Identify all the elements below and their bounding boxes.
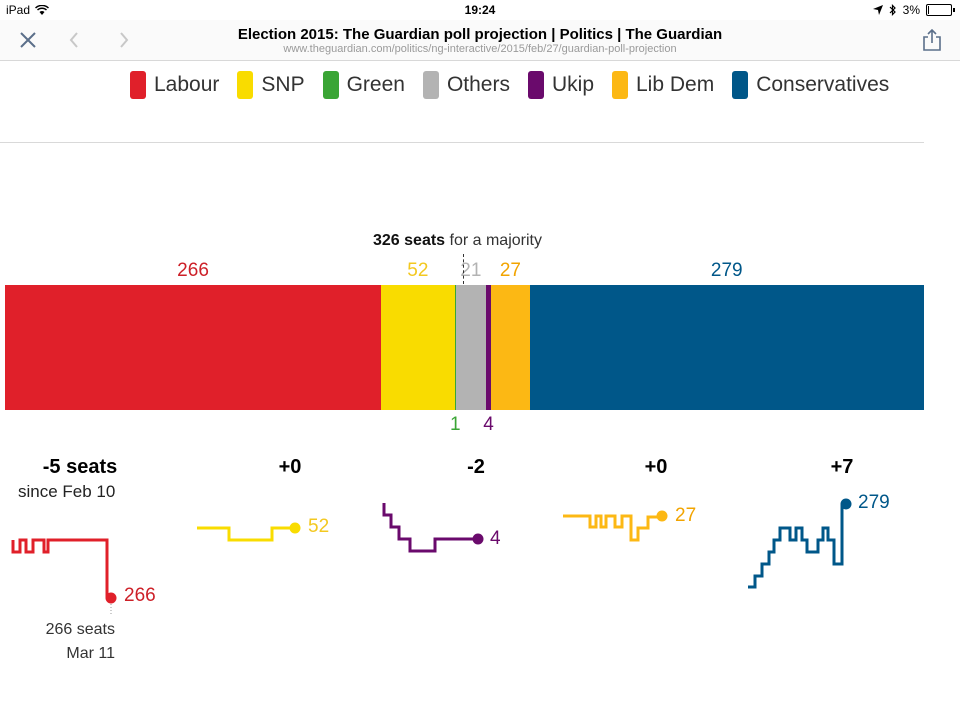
status-bar: iPad 19:24 3% [0, 0, 960, 20]
sparkline-labour [11, 538, 117, 614]
sparkline-conservatives [748, 498, 852, 589]
sparkline-value-conservatives: 279 [858, 492, 890, 513]
sparkline-libdem [563, 510, 668, 542]
sparkline-conservatives-line [748, 504, 844, 589]
divider [0, 142, 924, 143]
sparkline-libdem-point [656, 510, 668, 522]
bar-segment-lib-dem[interactable] [491, 285, 530, 410]
bar-label-others: 21 [460, 260, 482, 281]
legend-swatch [732, 71, 749, 99]
bar-segment-labour[interactable] [5, 285, 382, 410]
legend-label: SNP [261, 73, 305, 96]
legend-swatch [322, 71, 339, 99]
bar-label-lib-dem: 27 [499, 260, 522, 281]
bluetooth-icon [889, 4, 896, 16]
chevron-right-icon [120, 32, 129, 48]
legend-label: Ukip [551, 73, 594, 96]
since-label: since Feb 10 [18, 482, 116, 501]
sparkline-labour-point [105, 592, 117, 604]
majority-label: 326 seats for a majority [373, 232, 542, 250]
bar-label-labour: 266 [177, 260, 209, 281]
sparkline-value-labour: 266 [124, 585, 156, 606]
chevron-left-icon [69, 32, 78, 48]
bar-label-ukip: 4 [483, 414, 494, 435]
legend-label: Others [446, 73, 510, 96]
wifi-icon [35, 4, 50, 15]
legend-swatch [422, 71, 439, 99]
sparkline-value-snp: 52 [308, 516, 330, 537]
forward-button[interactable] [110, 26, 138, 54]
share-icon [923, 29, 941, 51]
legend-label: Conservatives [756, 73, 890, 96]
legend-label: Lib Dem [636, 73, 715, 96]
legend-swatch [527, 71, 544, 99]
majority-text: for a majority [449, 232, 542, 249]
majority-seats: 326 seats [373, 232, 446, 249]
legend-item-ukip[interactable]: Ukip [527, 71, 594, 99]
page-title[interactable]: Election 2015: The Guardian poll project… [237, 26, 723, 43]
seat-bar [5, 285, 924, 410]
sparkline-snp-line [197, 526, 292, 542]
legend-label: Labour [154, 73, 220, 96]
sparkline-value-ukip: 4 [490, 528, 501, 549]
change-labour: -5 seats [42, 456, 118, 478]
bar-segment-snp[interactable] [381, 285, 455, 410]
sparkline-snp-point [289, 522, 301, 534]
share-button[interactable] [918, 26, 946, 54]
sparkline-ukip [382, 503, 484, 553]
legend-item-labour[interactable]: Labour [130, 71, 219, 99]
sparkline-libdem-line [563, 514, 659, 542]
close-tab-button[interactable] [14, 26, 42, 54]
battery-percent: 3% [902, 3, 920, 17]
browser-toolbar: Election 2015: The Guardian poll project… [0, 20, 960, 61]
bar-segment-conservatives[interactable] [529, 285, 924, 410]
bar-label-green: 1 [450, 414, 461, 435]
legend-item-others[interactable]: Others [422, 71, 510, 99]
note-date: Mar 11 [66, 645, 115, 662]
change-ukip: -2 [467, 456, 485, 478]
legend-swatch [130, 71, 146, 99]
sparkline-ukip-point [472, 533, 484, 545]
device-name: iPad [6, 3, 31, 17]
sparkline-ukip-line [382, 503, 475, 553]
change-lib-dem: +0 [644, 456, 668, 478]
bar-segment-others[interactable] [456, 285, 486, 410]
sparkline-labour-line [11, 538, 109, 598]
page-url[interactable]: www.theguardian.com/politics/ng-interact… [283, 43, 677, 55]
close-icon [20, 32, 36, 48]
legend-swatch [612, 71, 628, 99]
majority-line [463, 254, 464, 284]
battery-icon [926, 4, 955, 16]
legend-item-snp[interactable]: SNP [237, 71, 305, 99]
legend-label: Green [346, 73, 405, 96]
clock: 19:24 [464, 3, 496, 17]
sparkline-snp [197, 522, 301, 542]
legend-item-lib-dem[interactable]: Lib Dem [612, 71, 714, 99]
bar-label-snp: 52 [407, 260, 429, 281]
change-conservatives: +7 [830, 456, 854, 478]
legend: Labour SNP Green Others Ukip Lib Dem Conservat… [130, 70, 907, 100]
change-snp: +0 [278, 456, 302, 478]
legend-swatch [237, 71, 254, 99]
legend-item-conservatives[interactable]: Conservatives [732, 71, 889, 99]
legend-item-green[interactable]: Green [322, 71, 405, 99]
sparkline-conservatives-point [840, 498, 852, 510]
note-seats: 266 seats [45, 621, 115, 638]
bar-segment-ukip[interactable] [485, 285, 492, 410]
sparkline-value-lib-dem: 27 [675, 505, 697, 526]
location-icon [872, 5, 883, 15]
back-button[interactable] [60, 26, 88, 54]
bar-label-conservatives: 279 [710, 260, 743, 281]
